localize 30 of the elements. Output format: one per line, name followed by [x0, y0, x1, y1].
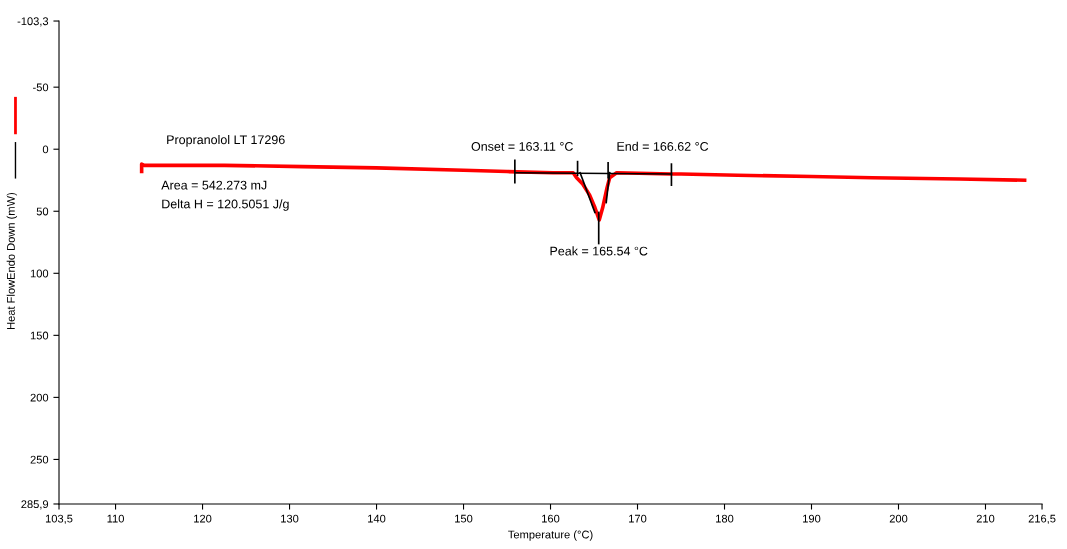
- x-tick-label: 180: [716, 514, 734, 523]
- annotation: Peak = 165.54 °C: [550, 246, 648, 256]
- y-tick-label: 150: [30, 331, 49, 340]
- x-tick-label: 170: [629, 514, 647, 523]
- x-tick-label: 103,5: [45, 514, 73, 524]
- y-axis-title: Heat FlowEndo Down (mW): [6, 192, 18, 329]
- x-tick-label: 130: [281, 514, 299, 523]
- y-tick-label: 285,9: [21, 500, 49, 510]
- x-tick-label: 210: [976, 514, 995, 523]
- annotation: Delta H = 120.5051 J/g: [162, 199, 289, 211]
- y-tick-label: 50: [36, 207, 49, 216]
- annotation: Propranolol LT 17296: [167, 134, 285, 147]
- y-tick-label: 0: [42, 145, 49, 154]
- x-tick-label: 216,5: [1028, 514, 1056, 524]
- y-tick-label: 100: [30, 269, 49, 278]
- x-tick-label: 200: [889, 514, 908, 523]
- x-axis-title: Temperature (°C): [508, 530, 593, 541]
- x-tick-label: 190: [803, 514, 821, 523]
- x-tick-label: 150: [455, 514, 473, 523]
- x-tick-label: 140: [368, 514, 386, 523]
- y-tick-label: -50: [33, 83, 49, 92]
- y-tick-label: 200: [30, 393, 49, 402]
- annotation: Onset = 163.11 °C: [471, 142, 573, 151]
- y-tick-label: 250: [30, 455, 49, 464]
- x-tick-label: 110: [107, 514, 124, 523]
- annotation: End = 166.62 °C: [617, 141, 709, 151]
- y-tick-label: -103,3: [17, 17, 49, 27]
- x-tick-label: 120: [194, 514, 212, 523]
- x-tick-label: 160: [542, 514, 560, 523]
- annotation: Area = 542.273 mJ: [161, 180, 267, 190]
